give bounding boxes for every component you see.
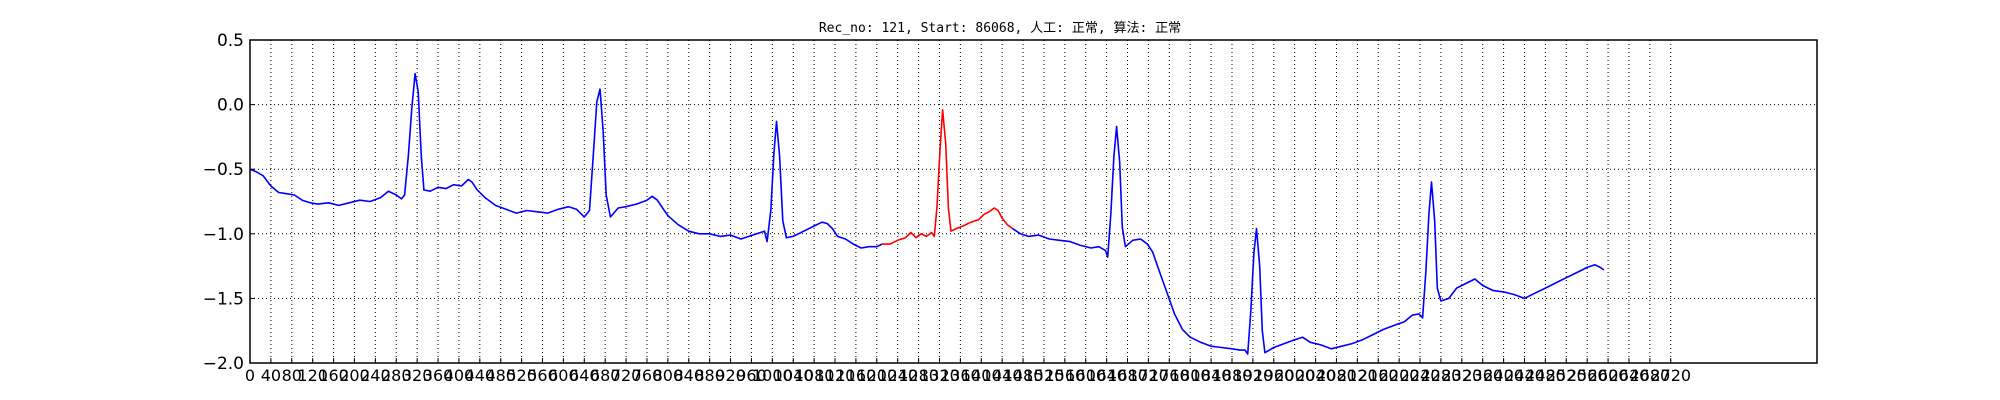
x-tick-label: 520 xyxy=(506,366,537,385)
x-tick-label: 480 xyxy=(485,366,516,385)
x-tick-label: 1920 xyxy=(1233,366,1274,385)
y-tick-label: −0.5 xyxy=(203,160,244,180)
x-tick-label: 1400 xyxy=(961,366,1002,385)
x-tick-label: 1000 xyxy=(752,366,793,385)
x-tick-label: 2440 xyxy=(1504,366,1545,385)
x-tick-label: 2120 xyxy=(1337,366,1378,385)
x-tick-label: 440 xyxy=(465,366,496,385)
x-tick-label: 2360 xyxy=(1462,366,1503,385)
y-tick-label: 0.5 xyxy=(217,31,244,51)
grid-layer xyxy=(249,39,1817,364)
x-tick-label: 280 xyxy=(381,366,412,385)
x-tick-label: 1120 xyxy=(815,366,856,385)
x-tick-label: 1520 xyxy=(1024,366,1065,385)
x-tick-label: 1280 xyxy=(898,366,939,385)
x-tick-label: 880 xyxy=(694,366,725,385)
x-tick-label: 2400 xyxy=(1483,366,1524,385)
x-tick-label: 960 xyxy=(736,366,767,385)
y-tick-label: 0.0 xyxy=(217,96,244,116)
x-tick-label: 600 xyxy=(548,366,579,385)
x-tick-label: 160 xyxy=(318,366,349,385)
x-tick-label: 320 xyxy=(402,366,433,385)
x-tick-label: 1240 xyxy=(877,366,918,385)
x-tick-label: 2520 xyxy=(1546,366,1587,385)
x-tick-label: 400 xyxy=(444,366,475,385)
x-tick-label: 640 xyxy=(569,366,600,385)
x-tick-label: 1480 xyxy=(1003,366,1044,385)
x-tick-label: 1440 xyxy=(982,366,1023,385)
x-tick-label: 360 xyxy=(423,366,454,385)
ecg-trace-before xyxy=(249,72,883,249)
y-axis: 0.5 0.0 −0.5 −1.0 −1.5 −2.0 xyxy=(203,31,255,374)
x-tick-label: 1640 xyxy=(1086,366,1127,385)
x-tick-label: 40 xyxy=(261,366,281,385)
x-tick-label: 1320 xyxy=(919,366,960,385)
x-tick-label: 2600 xyxy=(1588,366,1629,385)
x-tick-label: 2720 xyxy=(1650,366,1691,385)
x-tick-label: 1040 xyxy=(773,366,814,385)
x-tick-label: 200 xyxy=(339,366,370,385)
x-tick-label: 2000 xyxy=(1274,366,1315,385)
x-tick-label: 80 xyxy=(282,366,302,385)
x-tick-label: 1800 xyxy=(1170,366,1211,385)
x-tick-label: 1840 xyxy=(1191,366,1232,385)
x-tick-label: 2640 xyxy=(1609,366,1650,385)
x-tick-label: 800 xyxy=(653,366,684,385)
x-tick-label: 1360 xyxy=(940,366,981,385)
y-tick-label: −1.0 xyxy=(203,225,244,245)
x-tick-label: 1760 xyxy=(1149,366,1190,385)
ecg-trace-after xyxy=(1012,125,1605,355)
x-tick-label: 240 xyxy=(360,366,391,385)
x-tick-label: 840 xyxy=(673,366,704,385)
y-tick-label: −1.5 xyxy=(203,289,244,309)
x-tick-label: 2280 xyxy=(1421,366,1462,385)
x-tick-label: 2680 xyxy=(1629,366,1670,385)
x-axis: 0 40 8012016020024028032036040044048052056… xyxy=(245,358,1691,385)
x-tick-label: 1960 xyxy=(1253,366,1294,385)
x-tick-label: 1600 xyxy=(1065,366,1106,385)
series-layer xyxy=(249,72,1605,355)
x-tick-label: 1200 xyxy=(856,366,897,385)
axes-frame xyxy=(249,39,1818,364)
x-tick-label: 1560 xyxy=(1044,366,1085,385)
x-tick-label: 560 xyxy=(527,366,558,385)
x-tick-label: 120 xyxy=(297,366,328,385)
x-tick-label: 760 xyxy=(632,366,663,385)
x-tick-label: 1160 xyxy=(836,366,877,385)
x-tick-label: 1680 xyxy=(1107,366,1148,385)
x-tick-label: 720 xyxy=(611,366,642,385)
x-tick-label: 1880 xyxy=(1212,366,1253,385)
x-tick-label: 2160 xyxy=(1358,366,1399,385)
x-tick-label: 0 xyxy=(245,366,255,385)
x-tick-label: 2560 xyxy=(1567,366,1608,385)
ecg-trace-highlighted xyxy=(882,109,1014,245)
x-tick-label: 2200 xyxy=(1379,366,1420,385)
x-tick-label: 2040 xyxy=(1295,366,1336,385)
x-tick-label: 1720 xyxy=(1128,366,1169,385)
x-tick-label: 2320 xyxy=(1441,366,1482,385)
x-tick-label: 680 xyxy=(590,366,621,385)
x-tick-label: 2240 xyxy=(1400,366,1441,385)
chart-title: Rec_no: 121, Start: 86068, 人工: 正常, 算法: 正… xyxy=(819,21,1181,36)
x-tick-label: 1080 xyxy=(794,366,835,385)
y-tick-label: −2.0 xyxy=(203,354,244,374)
x-tick-label: 2080 xyxy=(1316,366,1357,385)
x-tick-label: 920 xyxy=(715,366,746,385)
x-tick-label: 2480 xyxy=(1525,366,1566,385)
